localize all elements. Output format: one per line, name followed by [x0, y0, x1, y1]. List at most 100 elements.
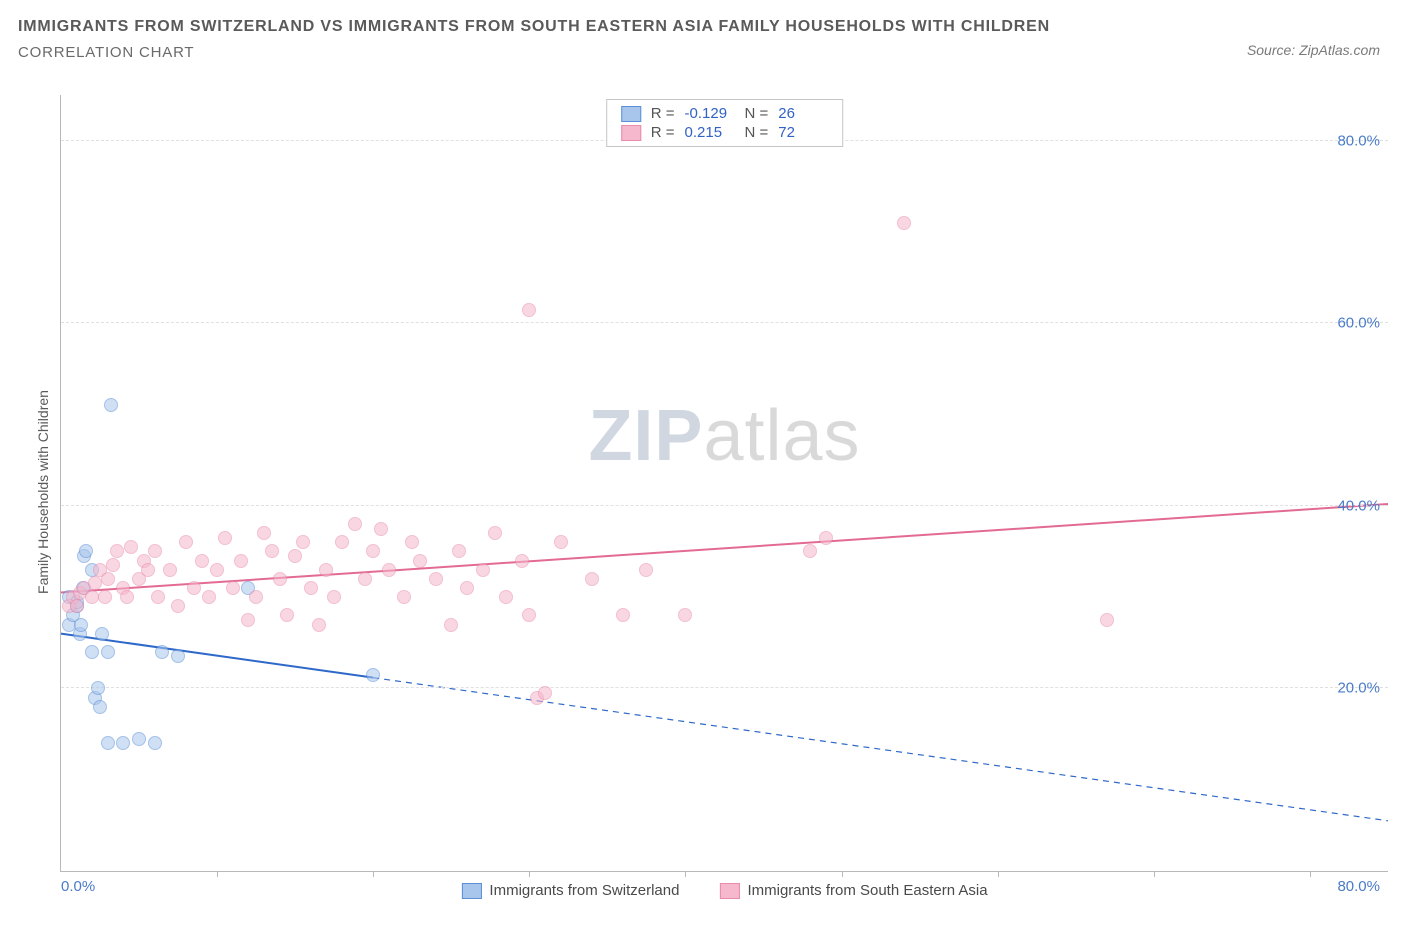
data-point	[110, 544, 124, 558]
data-point	[91, 681, 105, 695]
x-tick-mark	[1154, 871, 1155, 877]
swatch-sea	[621, 125, 641, 141]
data-point	[405, 535, 419, 549]
data-point	[319, 563, 333, 577]
x-axis-origin-label: 0.0%	[61, 878, 95, 895]
data-point	[79, 544, 93, 558]
swatch-switzerland	[621, 106, 641, 122]
data-point	[374, 522, 388, 536]
data-point	[106, 558, 120, 572]
data-point	[101, 736, 115, 750]
data-point	[678, 608, 692, 622]
data-point	[327, 590, 341, 604]
legend-row-sea: R = 0.215 N = 72	[607, 123, 843, 142]
data-point	[202, 590, 216, 604]
data-point	[585, 572, 599, 586]
x-tick-mark	[217, 871, 218, 877]
source-prefix: Source:	[1247, 42, 1299, 58]
legend-label-sea: Immigrants from South Eastern Asia	[747, 882, 987, 899]
n-value-switzerland: 26	[778, 105, 828, 122]
data-point	[70, 599, 84, 613]
y-axis-label-wrap: Family Households with Children	[18, 95, 48, 872]
data-point	[554, 535, 568, 549]
data-point	[413, 554, 427, 568]
x-tick-mark	[529, 871, 530, 877]
data-point	[74, 618, 88, 632]
n-value-sea: 72	[778, 124, 828, 141]
legend-item-sea: Immigrants from South Eastern Asia	[719, 882, 987, 899]
trend-lines	[61, 95, 1388, 871]
data-point	[897, 216, 911, 230]
data-point	[120, 590, 134, 604]
data-point	[1100, 613, 1114, 627]
data-point	[210, 563, 224, 577]
data-point	[148, 736, 162, 750]
gridline	[61, 322, 1388, 323]
data-point	[141, 563, 155, 577]
x-tick-mark	[998, 871, 999, 877]
data-point	[187, 581, 201, 595]
data-point	[98, 590, 112, 604]
data-point	[803, 544, 817, 558]
r-value-sea: 0.215	[685, 124, 735, 141]
data-point	[116, 736, 130, 750]
header: IMMIGRANTS FROM SWITZERLAND VS IMMIGRANT…	[0, 0, 1406, 65]
data-point	[171, 599, 185, 613]
chart-container: Family Households with Children ZIPatlas…	[18, 95, 1388, 912]
chart-subtitle: CORRELATION CHART	[18, 44, 1247, 61]
data-point	[249, 590, 263, 604]
data-point	[280, 608, 294, 622]
data-point	[104, 398, 118, 412]
legend-row-switzerland: R = -0.129 N = 26	[607, 104, 843, 123]
data-point	[382, 563, 396, 577]
swatch-switzerland	[461, 883, 481, 899]
source-name: ZipAtlas.com	[1299, 42, 1380, 58]
data-point	[460, 581, 474, 595]
data-point	[397, 590, 411, 604]
data-point	[366, 668, 380, 682]
swatch-sea	[719, 883, 739, 899]
data-point	[522, 303, 536, 317]
data-point	[226, 581, 240, 595]
watermark: ZIPatlas	[588, 395, 860, 477]
x-tick-mark	[1310, 871, 1311, 877]
y-tick-label: 40.0%	[1337, 497, 1380, 514]
gridline	[61, 505, 1388, 506]
data-point	[195, 554, 209, 568]
data-point	[296, 535, 310, 549]
data-point	[85, 645, 99, 659]
data-point	[257, 526, 271, 540]
x-tick-mark	[842, 871, 843, 877]
watermark-atlas: atlas	[703, 396, 860, 476]
data-point	[538, 686, 552, 700]
data-point	[132, 732, 146, 746]
source-attribution: Source: ZipAtlas.com	[1247, 42, 1380, 58]
data-point	[265, 544, 279, 558]
x-tick-mark	[685, 871, 686, 877]
n-label: N =	[745, 105, 769, 122]
chart-title: IMMIGRANTS FROM SWITZERLAND VS IMMIGRANT…	[18, 12, 1247, 42]
legend-item-switzerland: Immigrants from Switzerland	[461, 882, 679, 899]
y-tick-label: 60.0%	[1337, 315, 1380, 332]
data-point	[218, 531, 232, 545]
data-point	[273, 572, 287, 586]
data-point	[429, 572, 443, 586]
data-point	[155, 645, 169, 659]
correlation-legend: R = -0.129 N = 26 R = 0.215 N = 72	[606, 99, 844, 147]
data-point	[101, 645, 115, 659]
title-block: IMMIGRANTS FROM SWITZERLAND VS IMMIGRANT…	[18, 12, 1247, 61]
data-point	[616, 608, 630, 622]
watermark-zip: ZIP	[588, 396, 703, 476]
y-tick-label: 20.0%	[1337, 680, 1380, 697]
r-value-switzerland: -0.129	[685, 105, 735, 122]
data-point	[476, 563, 490, 577]
series-legend: Immigrants from Switzerland Immigrants f…	[461, 882, 987, 899]
n-label: N =	[745, 124, 769, 141]
data-point	[366, 544, 380, 558]
data-point	[819, 531, 833, 545]
data-point	[124, 540, 138, 554]
data-point	[348, 517, 362, 531]
data-point	[515, 554, 529, 568]
data-point	[234, 554, 248, 568]
data-point	[312, 618, 326, 632]
